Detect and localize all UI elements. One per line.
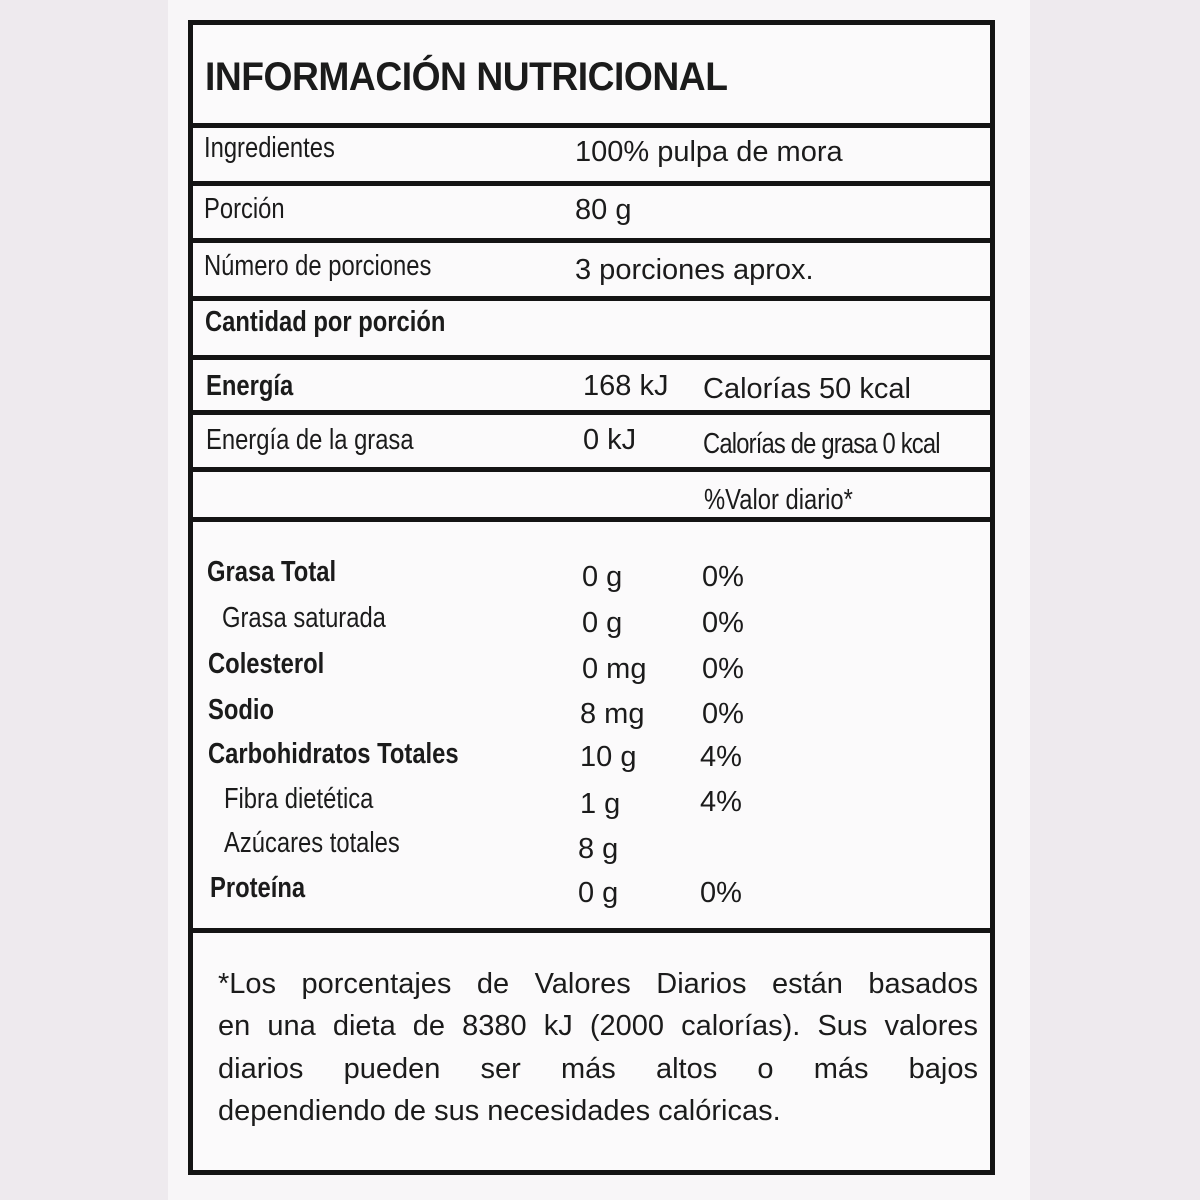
nutrient-amount: 0 mg [582, 653, 647, 685]
divider [188, 517, 995, 522]
nutrient-amount: 10 g [580, 741, 637, 773]
nutrient-label: Carbohidratos Totales [208, 738, 459, 770]
nutrient-amount: 8 mg [580, 698, 645, 730]
nutrient-amount: 8 g [578, 833, 619, 865]
nutrient-label: Fibra dietética [224, 783, 374, 815]
nutrient-dv: 0% [702, 607, 744, 639]
nutrient-label: Azúcares totales [224, 827, 400, 859]
nutrient-dv: 0% [702, 698, 744, 730]
servings-count-label: Número de porciones [204, 250, 432, 282]
footnote-line: dependiendo de sus necesidades calóricas… [218, 1095, 781, 1127]
servings-count-value: 3 porciones aprox. [575, 254, 814, 286]
footnote-line: en una dieta de 8380 kJ (2000 calorías).… [218, 1010, 978, 1042]
nutrient-dv: 0% [702, 653, 744, 685]
energy-label: Energía [206, 370, 294, 402]
footnote-line: *Los porcentajes de Valores Diarios está… [218, 968, 978, 1000]
divider [188, 928, 995, 933]
serving-label: Porción [204, 193, 285, 225]
serving-value: 80 g [575, 194, 632, 226]
nutrient-label: Grasa saturada [222, 602, 386, 634]
ingredients-value: 100% pulpa de mora [575, 136, 843, 168]
nutrient-label: Grasa Total [207, 556, 337, 588]
ingredients-label: Ingredientes [204, 132, 335, 164]
nutrient-label: Proteína [210, 872, 306, 904]
nutrient-label: Colesterol [208, 648, 325, 680]
amount-per-serving: Cantidad por porción [205, 306, 446, 338]
divider [188, 467, 995, 472]
nutrient-amount: 0 g [578, 877, 619, 909]
footnote-line: diarios pueden ser más altos o más bajos [218, 1053, 978, 1085]
nutrition-facts-table [188, 20, 995, 1175]
energy-kj: 168 kJ [583, 370, 669, 402]
nutrient-dv: 0% [700, 877, 742, 909]
label-title: INFORMACIÓN NUTRICIONAL [205, 55, 728, 99]
divider [188, 410, 995, 415]
divider [188, 123, 995, 128]
fat-energy-kj: 0 kJ [583, 424, 637, 456]
nutrient-dv: 0% [702, 561, 744, 593]
nutrient-amount: 0 g [582, 561, 623, 593]
divider [188, 355, 995, 360]
nutrient-dv: 4% [700, 786, 742, 818]
fat-energy-label: Energía de la grasa [206, 424, 414, 456]
divider [188, 181, 995, 186]
daily-value-header: %Valor diario* [704, 484, 853, 516]
divider [188, 296, 995, 301]
energy-kcal: Calorías 50 kcal [703, 373, 911, 405]
nutrient-amount: 1 g [580, 788, 621, 820]
divider [188, 238, 995, 243]
nutrient-amount: 0 g [582, 607, 623, 639]
fat-energy-kcal: Calorías de grasa 0 kcal [703, 428, 941, 460]
nutrient-label: Sodio [208, 694, 275, 726]
nutrient-dv: 4% [700, 741, 742, 773]
